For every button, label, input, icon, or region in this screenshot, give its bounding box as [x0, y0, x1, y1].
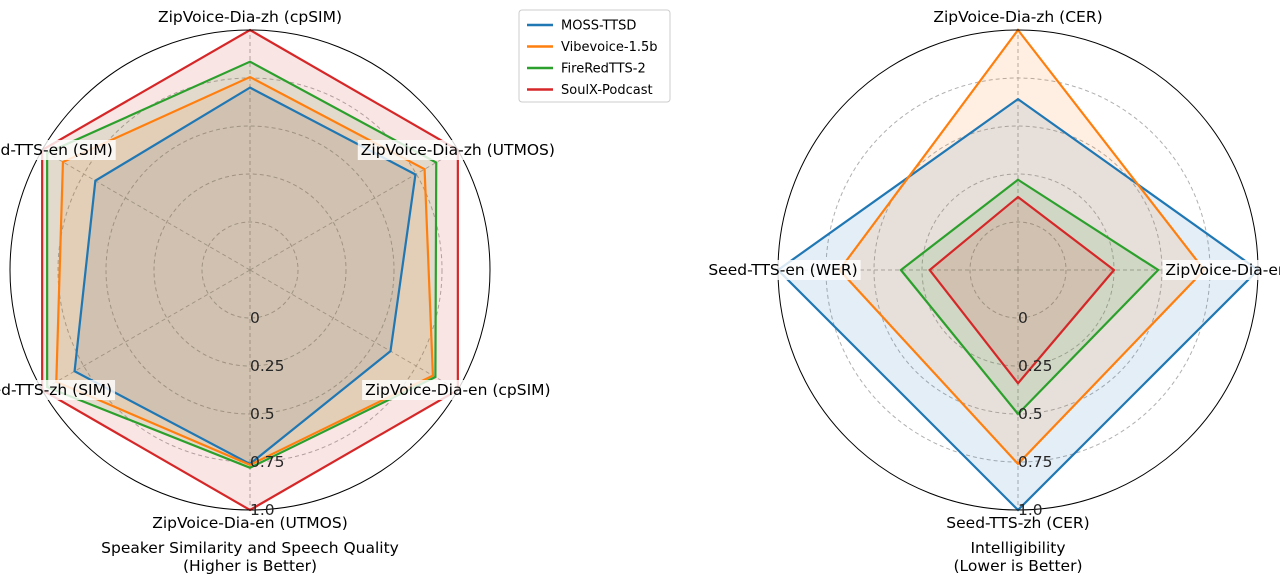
radial-tick-label: 0.75	[250, 453, 285, 471]
chart-title: Speaker Similarity and Speech Quality	[101, 539, 399, 557]
radial-tick-label: 1.0	[250, 501, 275, 519]
legend-item-moss-ttsd: MOSS-TTSD	[527, 19, 636, 34]
axis-label-zipvoice-dia-en-cpsim: ZipVoice-Dia-en (cpSIM)	[362, 380, 554, 400]
legend-frame	[518, 9, 671, 103]
svg-text:ZipVoice-Dia-zh (CER): ZipVoice-Dia-zh (CER)	[933, 8, 1102, 26]
series-line-soulx-podcast	[928, 195, 1116, 386]
chart-subtitle: (Higher is Better)	[183, 557, 317, 575]
radial-tick-label: 0.25	[250, 357, 285, 375]
legend: MOSS-TTSD Vibevoice-1.5b FireRedTTS-2 SoulX…	[518, 9, 671, 103]
series-fill-vibevoice-1-5b	[839, 30, 1205, 464]
axis-label-zipvoice-dia-en-wer: ZipVoice-Dia-en (WER)	[1162, 260, 1280, 280]
grid-ring-1	[153, 173, 347, 367]
svg-text:ZipVoice-Dia-en (UTMOS): ZipVoice-Dia-en (UTMOS)	[152, 514, 348, 532]
radial-tick-label: 0	[250, 309, 260, 327]
series-fill-vibevoice-1-5b	[56, 77, 433, 465]
radar-chart-intelligibility: 0 0.25 0.5 0.75 1.0 ZipVoice-Dia-zh (CER) ZipV…	[705, 8, 1280, 575]
series-line-vibevoice-1-5b	[838, 28, 1206, 466]
axis-label-seed-tts-zh-sim: Seed-TTS-zh (SIM)	[0, 380, 116, 400]
series-fill-moss-ttsd	[778, 99, 1258, 511]
legend-item-fireredtts-2: FireRedTTS-2	[527, 62, 646, 77]
series-fill-moss-ttsd	[74, 87, 416, 464]
series-fill-soulx-podcast	[929, 197, 1114, 384]
axis-label-seed-tts-en-sim: Seed-TTS-en (SIM)	[0, 140, 116, 160]
radial-tick-label: 0	[1018, 309, 1028, 327]
radial-tick-label: 0.5	[1018, 405, 1043, 423]
axis-label-seed-tts-zh-cer: Seed-TTS-zh (CER)	[946, 514, 1089, 532]
axis-label-seed-tts-en-wer: Seed-TTS-en (WER)	[705, 260, 861, 280]
grid-spoke-1	[249, 149, 459, 271]
series-fill-fireredtts-2	[47, 61, 437, 468]
outer-ring	[9, 29, 491, 511]
svg-text:Seed-TTS-en (WER): Seed-TTS-en (WER)	[708, 261, 857, 279]
svg-text:ZipVoice-Dia-en (WER): ZipVoice-Dia-en (WER)	[1165, 261, 1280, 279]
chart-title: Intelligibility	[970, 539, 1065, 557]
series-line-vibevoice-1-5b	[55, 75, 435, 467]
radar-chart-speaker-similarity: 0 0.25 0.5 0.75 1.0 ZipVoice-Dia-zh (cpSIM) Zi…	[0, 8, 558, 575]
svg-text:ZipVoice-Dia-en (cpSIM): ZipVoice-Dia-en (cpSIM)	[365, 381, 550, 399]
axis-label-zipvoice-dia-zh-cer: ZipVoice-Dia-zh (CER)	[933, 8, 1102, 26]
grid-ring-0	[201, 221, 299, 319]
svg-text:Seed-TTS-zh (SIM): Seed-TTS-zh (SIM)	[0, 381, 112, 399]
grid-spoke-2	[249, 269, 459, 391]
legend-label: MOSS-TTSD	[561, 19, 636, 34]
radial-tick-label: 0.5	[250, 405, 275, 423]
radial-tick-label: 0.75	[1018, 453, 1053, 471]
axis-label-zipvoice-dia-en-utmos: ZipVoice-Dia-en (UTMOS)	[152, 514, 348, 532]
chart-subtitle: (Lower is Better)	[954, 557, 1083, 575]
grid-spoke-5	[41, 149, 251, 271]
grid-spoke-4	[41, 269, 251, 391]
series-fill-fireredtts-2	[900, 179, 1159, 414]
legend-label: FireRedTTS-2	[561, 62, 646, 77]
radial-tick-label: 1.0	[1018, 501, 1043, 519]
svg-text:Seed-TTS-zh (CER): Seed-TTS-zh (CER)	[946, 514, 1089, 532]
radial-tick-label: 0.25	[1018, 357, 1053, 375]
series-line-fireredtts-2	[899, 178, 1160, 416]
svg-text:Seed-TTS-en (SIM): Seed-TTS-en (SIM)	[0, 141, 113, 159]
axis-label-zipvoice-dia-zh-utmos: ZipVoice-Dia-zh (UTMOS)	[357, 140, 558, 160]
svg-text:ZipVoice-Dia-zh (UTMOS): ZipVoice-Dia-zh (UTMOS)	[361, 141, 555, 159]
svg-text:ZipVoice-Dia-zh (cpSIM): ZipVoice-Dia-zh (cpSIM)	[158, 8, 342, 26]
legend-item-vibevoice-1-5b: Vibevoice-1.5b	[527, 40, 658, 55]
legend-label: SoulX-Podcast	[561, 83, 653, 98]
grid-ring-0	[969, 221, 1067, 319]
legend-label: Vibevoice-1.5b	[561, 40, 658, 55]
legend-item-soulx-podcast: SoulX-Podcast	[527, 83, 653, 98]
series-fill-soulx-podcast	[42, 30, 458, 510]
axis-label-zipvoice-dia-zh-cpsim: ZipVoice-Dia-zh (cpSIM)	[158, 8, 342, 26]
